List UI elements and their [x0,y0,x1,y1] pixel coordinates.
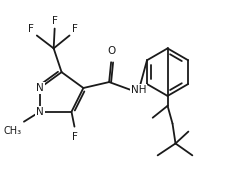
Text: N: N [36,83,44,93]
Text: N: N [36,107,44,117]
Text: O: O [107,46,115,56]
Text: NH: NH [131,85,146,95]
Text: F: F [52,16,58,26]
Text: F: F [72,132,77,142]
Text: CH₃: CH₃ [4,126,22,136]
Text: F: F [72,23,78,34]
Text: F: F [28,23,34,34]
